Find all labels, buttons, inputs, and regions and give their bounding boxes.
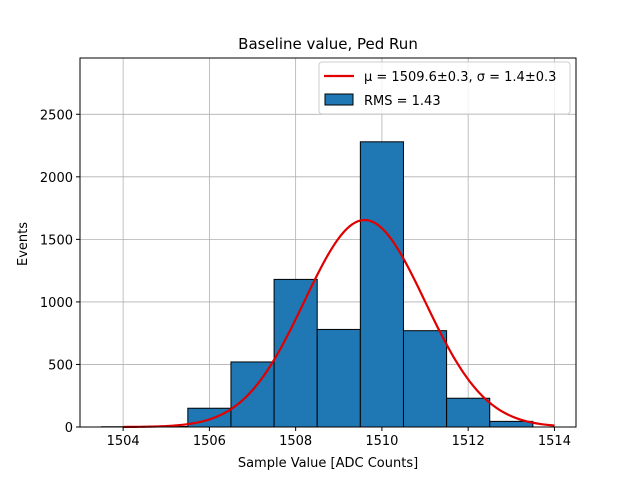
histogram-bar-4 xyxy=(273,278,318,428)
y-tick-label-5: 2500 xyxy=(40,108,73,123)
legend-histogram-swatch xyxy=(324,93,354,106)
legend: μ = 1509.6±0.3, σ = 1.4±0.3 RMS = 1.43 xyxy=(318,61,571,115)
x-tick-label-4: 1512 xyxy=(452,434,485,449)
x-tick-label-5: 1514 xyxy=(538,434,571,449)
x-axis-label: Sample Value [ADC Counts] xyxy=(238,456,418,471)
y-tick-label-3: 1500 xyxy=(40,233,73,248)
y-tick-label-4: 2000 xyxy=(40,171,73,186)
legend-fit-label: μ = 1509.6±0.3, σ = 1.4±0.3 xyxy=(364,70,556,85)
x-tick-label-3: 1510 xyxy=(365,434,398,449)
plot-frame xyxy=(79,57,577,428)
histogram-bar-5 xyxy=(316,328,361,428)
gaussian-fit-curve xyxy=(123,218,555,429)
y-tick-label-2: 1000 xyxy=(40,296,73,311)
histogram-bar-6 xyxy=(359,141,404,428)
x-tick-label-1: 1506 xyxy=(193,434,226,449)
histogram-bars xyxy=(101,141,534,428)
histogram-bar-8 xyxy=(446,397,491,428)
x-tick-label-2: 1508 xyxy=(279,434,312,449)
y-tick-label-0: 0 xyxy=(65,421,73,436)
legend-box xyxy=(318,61,571,115)
y-axis-label: Events xyxy=(16,222,31,266)
histogram-bar-7 xyxy=(402,330,448,428)
y-tick-label-1: 500 xyxy=(48,358,73,373)
grid xyxy=(80,58,576,428)
legend-histogram-label: RMS = 1.43 xyxy=(364,94,441,109)
chart-title: Baseline value, Ped Run xyxy=(238,35,418,53)
axis-ticks: 1504 1506 1508 1510 1512 1514 0 500 1000 1500 2000… xyxy=(40,108,571,449)
x-tick-label-0: 1504 xyxy=(107,434,140,449)
